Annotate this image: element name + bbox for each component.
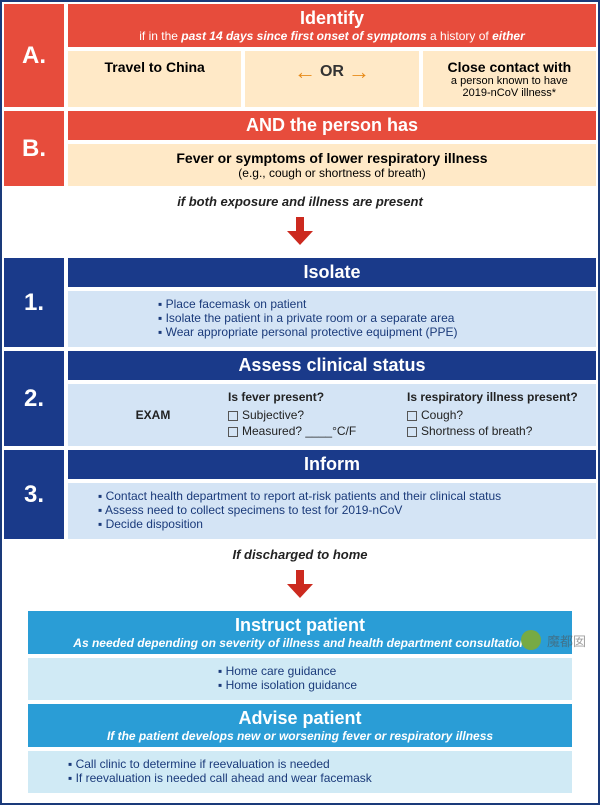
advise-b2: If reevaluation is needed call ahead and… bbox=[68, 771, 562, 785]
opt-measured: Measured? ____°C/F bbox=[228, 424, 407, 438]
checkbox-icon[interactable] bbox=[228, 427, 238, 437]
resp-column: Is respiratory illness present? Cough? S… bbox=[407, 390, 586, 440]
assess-body: EXAM Is fever present? Subjective? Measu… bbox=[66, 382, 598, 448]
arrow-left-icon: ← bbox=[294, 59, 316, 85]
and-title: AND the person has bbox=[76, 115, 588, 136]
contact-bold: Close contact with bbox=[429, 59, 590, 75]
opt-sob: Shortness of breath? bbox=[407, 424, 586, 438]
opt-subjective: Subjective? bbox=[228, 408, 407, 422]
and-header: AND the person has bbox=[66, 109, 598, 142]
section-2-content: Assess clinical status EXAM Is fever pre… bbox=[66, 349, 598, 448]
label-1: 1. bbox=[2, 256, 66, 349]
section-2: 2. Assess clinical status EXAM Is fever … bbox=[2, 349, 598, 448]
instruct-body: Home care guidance Home isolation guidan… bbox=[26, 656, 574, 702]
opt-cough: Cough? bbox=[407, 408, 586, 422]
inform-body: Contact health department to report at-r… bbox=[66, 481, 598, 541]
isolate-b1: Place facemask on patient bbox=[158, 297, 586, 311]
transition-1: if both exposure and illness are present bbox=[2, 188, 598, 215]
exam-label: EXAM bbox=[78, 390, 228, 440]
isolate-body: Place facemask on patient Isolate the pa… bbox=[66, 289, 598, 349]
assess-header: Assess clinical status bbox=[66, 349, 598, 382]
advise-body: Call clinic to determine if reevaluation… bbox=[26, 749, 574, 795]
section-b-content: AND the person has Fever or symptoms of … bbox=[66, 109, 598, 188]
option-travel: Travel to China bbox=[66, 49, 243, 109]
fever-bold: Fever or symptoms of lower respiratory i… bbox=[74, 150, 590, 166]
or-text: OR bbox=[320, 63, 344, 81]
arrow-down-icon bbox=[287, 570, 313, 598]
checkbox-icon[interactable] bbox=[407, 411, 417, 421]
isolate-b3: Wear appropriate personal protective equ… bbox=[158, 325, 586, 339]
section-3: 3. Inform Contact health department to r… bbox=[2, 448, 598, 541]
option-or: ← OR → bbox=[243, 49, 420, 109]
isolate-b2: Isolate the patient in a private room or… bbox=[158, 311, 586, 325]
instruct-header: Instruct patient As needed depending on … bbox=[26, 609, 574, 656]
watermark: 魔都囡 bbox=[521, 630, 586, 650]
instruct-section: Instruct patient As needed depending on … bbox=[2, 609, 598, 795]
label-2: 2. bbox=[2, 349, 66, 448]
arrow-right-icon: → bbox=[348, 59, 370, 85]
inform-header: Inform bbox=[66, 448, 598, 481]
arrow-down-icon bbox=[287, 217, 313, 245]
identify-title: Identify bbox=[76, 8, 588, 29]
inform-b3: Decide disposition bbox=[98, 517, 586, 531]
checkbox-icon[interactable] bbox=[407, 427, 417, 437]
option-contact: Close contact with a person known to hav… bbox=[421, 49, 598, 109]
travel-text: Travel to China bbox=[104, 59, 204, 75]
label-3: 3. bbox=[2, 448, 66, 541]
instruct-title: Instruct patient bbox=[32, 615, 568, 636]
wechat-icon bbox=[521, 630, 541, 650]
advise-b1: Call clinic to determine if reevaluation… bbox=[68, 757, 562, 771]
contact-line1: a person known to have bbox=[429, 75, 590, 87]
section-3-content: Inform Contact health department to repo… bbox=[66, 448, 598, 541]
q-resp: Is respiratory illness present? bbox=[407, 390, 586, 404]
advise-title: Advise patient bbox=[32, 708, 568, 729]
fever-column: Is fever present? Subjective? Measured? … bbox=[228, 390, 407, 440]
label-b: B. bbox=[2, 109, 66, 188]
inform-b2: Assess need to collect specimens to test… bbox=[98, 503, 586, 517]
instruct-b2: Home isolation guidance bbox=[218, 678, 562, 692]
section-a: A. Identify if in the past 14 days since… bbox=[2, 2, 598, 109]
identify-header: Identify if in the past 14 days since fi… bbox=[66, 2, 598, 49]
section-1-content: Isolate Place facemask on patient Isolat… bbox=[66, 256, 598, 349]
flowchart-container: A. Identify if in the past 14 days since… bbox=[0, 0, 600, 805]
section-b: B. AND the person has Fever or symptoms … bbox=[2, 109, 598, 188]
transition-2: If discharged to home bbox=[2, 541, 598, 568]
instruct-b1: Home care guidance bbox=[218, 664, 562, 678]
advise-subtitle: If the patient develops new or worsening… bbox=[32, 729, 568, 743]
watermark-text: 魔都囡 bbox=[547, 631, 586, 650]
identify-subtitle: if in the past 14 days since first onset… bbox=[76, 29, 588, 43]
label-a: A. bbox=[2, 2, 66, 109]
instruct-subtitle: As needed depending on severity of illne… bbox=[32, 636, 568, 650]
identify-options: Travel to China ← OR → Close contact wit… bbox=[66, 49, 598, 109]
fever-sub: (e.g., cough or shortness of breath) bbox=[74, 166, 590, 180]
advise-header: Advise patient If the patient develops n… bbox=[26, 702, 574, 749]
isolate-header: Isolate bbox=[66, 256, 598, 289]
q-fever: Is fever present? bbox=[228, 390, 407, 404]
checkbox-icon[interactable] bbox=[228, 411, 238, 421]
contact-line2: 2019-nCoV illness* bbox=[429, 87, 590, 99]
section-1: 1. Isolate Place facemask on patient Iso… bbox=[2, 256, 598, 349]
section-a-content: Identify if in the past 14 days since fi… bbox=[66, 2, 598, 109]
fever-box: Fever or symptoms of lower respiratory i… bbox=[66, 142, 598, 188]
inform-b1: Contact health department to report at-r… bbox=[98, 489, 586, 503]
down-arrow-2 bbox=[2, 568, 598, 609]
down-arrow-1 bbox=[2, 215, 598, 256]
